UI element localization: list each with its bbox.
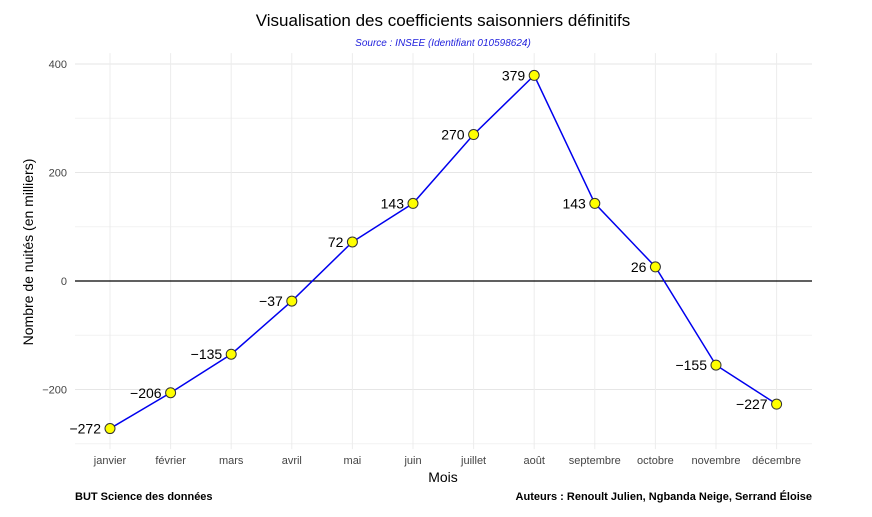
x-tick-label: mai: [344, 455, 362, 467]
data-label: 26: [631, 259, 647, 275]
data-point: [771, 398, 783, 410]
data-point: [649, 261, 661, 273]
data-point: [710, 359, 722, 371]
series: [104, 69, 783, 435]
data-point: [346, 236, 358, 248]
data-point: [225, 348, 237, 360]
footer-left: BUT Science des données: [75, 491, 213, 503]
x-tick-label: février: [155, 455, 186, 467]
data-label: 143: [562, 195, 586, 211]
chart-subtitle: Source : INSEE (Identifiant 010598624): [355, 38, 531, 49]
data-label: −155: [675, 357, 707, 373]
series-line: [109, 74, 778, 430]
data-label: −227: [736, 396, 768, 412]
data-point: [407, 197, 419, 209]
data-label: 72: [328, 234, 344, 250]
x-tick-label: août: [523, 455, 544, 467]
x-axis-label: Mois: [428, 469, 458, 485]
data-point: [165, 387, 177, 399]
data-label: −206: [130, 385, 162, 401]
x-tick-label: mars: [219, 455, 244, 467]
x-tick-label: janvier: [93, 455, 127, 467]
data-point: [528, 69, 540, 81]
y-tick-label: 400: [49, 59, 67, 71]
x-tick-label: septembre: [569, 455, 621, 467]
data-label: −135: [191, 346, 223, 362]
data-label: −272: [69, 421, 101, 437]
footer-right: Auteurs : Renoult Julien, Ngbanda Neige,…: [516, 490, 812, 503]
x-tick-label: décembre: [752, 455, 801, 467]
y-tick-label: 0: [61, 276, 67, 288]
x-tick-label: juillet: [460, 455, 486, 467]
x-tick-label: juin: [403, 455, 421, 467]
x-tick-label: octobre: [637, 455, 674, 467]
data-point: [286, 295, 298, 307]
data-label: 270: [441, 127, 465, 143]
grid: [75, 53, 812, 450]
y-tick-label: 200: [49, 168, 67, 180]
y-axis-label: Nombre de nuités (en milliers): [20, 159, 36, 346]
x-tick-label: avril: [282, 455, 302, 467]
data-point: [104, 423, 116, 435]
chart-title: Visualisation des coefficients saisonnie…: [256, 11, 631, 30]
data-labels: −272 −206 −135 −37 72 143 270 379 143 26 −155 −227: [69, 67, 767, 436]
data-point: [589, 197, 601, 209]
data-label: 143: [381, 195, 405, 211]
data-label: −37: [259, 293, 283, 309]
x-tick-label: novembre: [692, 455, 741, 467]
y-tick-label: −200: [42, 385, 67, 397]
data-point: [468, 129, 480, 141]
ticks: 400 200 0 −200 janvier février mars avril mai jui…: [42, 59, 801, 467]
data-label: 379: [502, 67, 526, 83]
